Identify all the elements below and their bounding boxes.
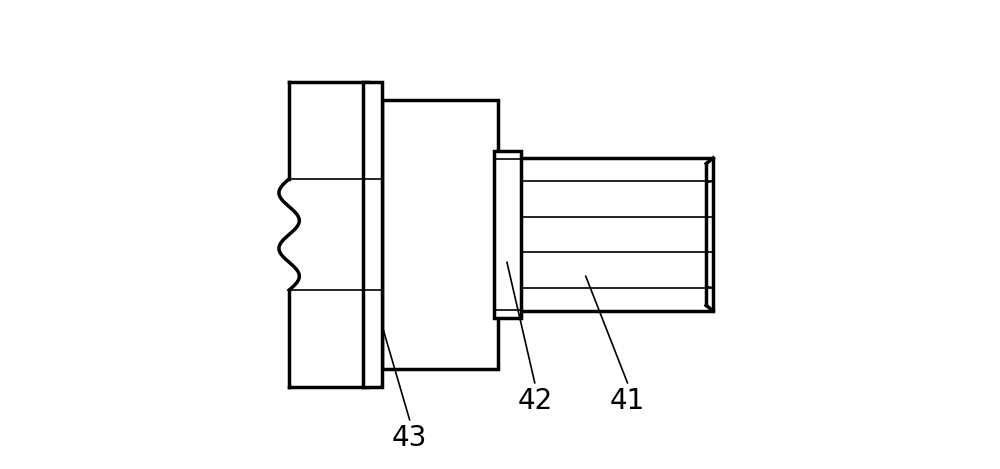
Bar bbox=[363, 82, 382, 387]
Bar bbox=[382, 100, 498, 369]
Text: 42: 42 bbox=[517, 387, 552, 416]
Text: 41: 41 bbox=[610, 387, 645, 416]
Text: 43: 43 bbox=[392, 424, 427, 453]
Bar bbox=[518, 158, 713, 311]
Bar bbox=[494, 151, 521, 318]
